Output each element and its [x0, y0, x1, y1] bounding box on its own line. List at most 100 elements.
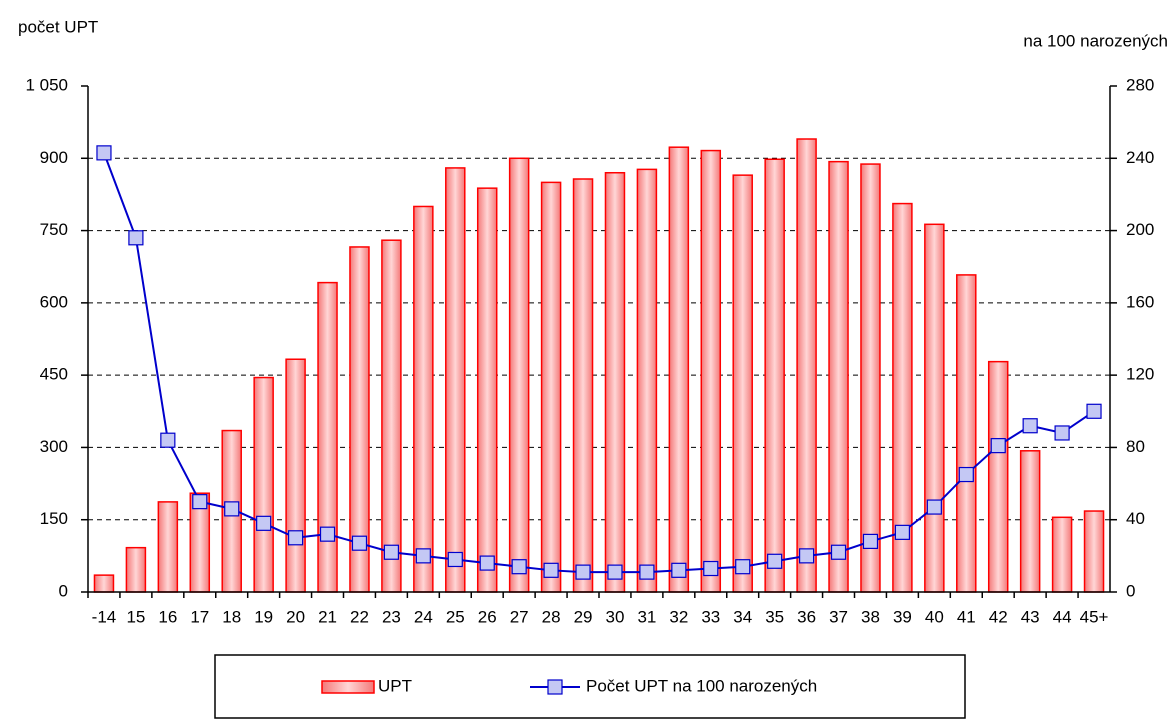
bar — [764, 158, 785, 593]
marker — [798, 548, 815, 564]
x-tick-label: 23 — [382, 607, 401, 626]
marker — [160, 432, 176, 448]
bar — [1051, 516, 1073, 593]
marker — [192, 494, 208, 510]
bar — [476, 187, 498, 593]
x-tick-label: 40 — [925, 607, 944, 626]
marker — [830, 544, 847, 560]
marker — [128, 230, 144, 246]
x-tick-label: 30 — [606, 607, 625, 626]
marker — [96, 145, 112, 161]
y-tick-label: 450 — [40, 365, 68, 384]
y-axis-label: počet UPT — [18, 17, 98, 36]
marker — [1022, 418, 1038, 434]
marker — [256, 515, 272, 531]
marker — [447, 551, 463, 568]
marker — [479, 555, 495, 571]
y-tick-label: 900 — [40, 148, 68, 167]
y2-tick-label: 280 — [1126, 75, 1154, 94]
bar — [924, 223, 945, 593]
y-tick-label: 0 — [59, 581, 68, 600]
x-tick-label: 32 — [669, 607, 688, 626]
x-tick-label: 37 — [829, 607, 848, 626]
x-tick-label: 24 — [414, 607, 433, 626]
marker — [351, 535, 368, 551]
y2-tick-label: 240 — [1126, 148, 1154, 167]
marker — [607, 564, 623, 580]
marker — [575, 564, 591, 580]
x-tick-label: 28 — [542, 607, 561, 626]
bar — [700, 149, 722, 593]
marker — [543, 562, 559, 578]
x-tick-label: 38 — [861, 607, 880, 626]
x-tick-label: 33 — [701, 607, 720, 626]
marker — [862, 533, 879, 550]
marker — [415, 548, 431, 564]
bar — [157, 501, 179, 593]
bar — [285, 358, 306, 593]
line — [103, 152, 1095, 574]
y2-axis-label: na 100 narozených — [1023, 31, 1168, 50]
x-tick-label: 36 — [797, 607, 816, 626]
bar — [1083, 510, 1105, 593]
x-tick-label: 41 — [957, 607, 976, 626]
bar — [732, 174, 753, 593]
marker — [639, 564, 655, 580]
y-tick-label: 600 — [40, 292, 68, 311]
bar — [413, 205, 434, 593]
marker — [671, 562, 687, 578]
x-tick-label: 44 — [1053, 607, 1072, 626]
x-tick-label: 31 — [637, 607, 656, 626]
x-tick-label: 25 — [446, 607, 465, 626]
bar — [956, 274, 977, 593]
x-tick-label: 34 — [733, 607, 752, 626]
marker — [224, 501, 240, 517]
x-tick-label: -14 — [92, 607, 117, 626]
bar — [828, 160, 849, 593]
legend-swatch — [321, 680, 375, 694]
bar — [668, 146, 690, 593]
legend-marker — [547, 679, 563, 695]
x-tick-label: 42 — [989, 607, 1008, 626]
marker — [958, 466, 974, 483]
marker — [926, 499, 942, 515]
y-tick-label: 150 — [40, 509, 68, 528]
x-tick-label: 22 — [350, 607, 369, 626]
bar — [381, 239, 402, 593]
bar — [445, 167, 466, 593]
y2-tick-label: 0 — [1126, 581, 1135, 600]
bar — [987, 360, 1009, 593]
marker — [703, 560, 719, 577]
marker — [1086, 403, 1102, 419]
bar — [253, 376, 274, 593]
y-tick-label: 1 050 — [25, 75, 68, 94]
x-tick-label: 19 — [254, 607, 273, 626]
bar — [796, 138, 817, 593]
x-tick-label: 27 — [510, 607, 529, 626]
bar — [1019, 450, 1041, 593]
x-tick-label: 45+ — [1080, 607, 1109, 626]
marker — [990, 438, 1006, 454]
x-tick-label: 35 — [765, 607, 784, 626]
x-tick-label: 16 — [158, 607, 177, 626]
x-tick-label: 18 — [222, 607, 241, 626]
marker — [894, 524, 911, 540]
marker — [319, 526, 336, 542]
bar — [125, 546, 147, 593]
y2-tick-label: 40 — [1126, 509, 1145, 528]
y2-tick-label: 120 — [1126, 365, 1154, 384]
bar — [317, 281, 338, 593]
legend-label: UPT — [378, 676, 412, 695]
x-tick-label: 20 — [286, 607, 305, 626]
y-tick-label: 750 — [40, 220, 68, 239]
y2-tick-label: 80 — [1126, 437, 1145, 456]
x-tick-label: 26 — [478, 607, 497, 626]
bar — [572, 178, 594, 593]
legend-label: Počet UPT na 100 narozených — [586, 676, 817, 695]
bar — [604, 171, 626, 593]
x-tick-label: 21 — [318, 607, 337, 626]
bar — [508, 157, 530, 593]
marker — [767, 553, 783, 569]
